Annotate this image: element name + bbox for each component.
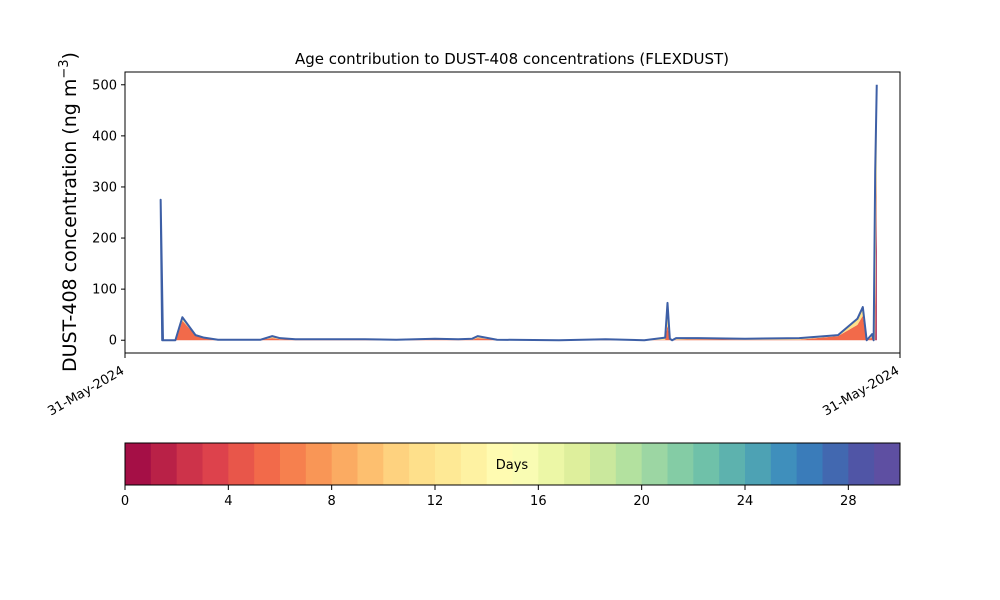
age-band-0-1	[160, 169, 877, 341]
colorbar-tick-label: 12	[427, 494, 444, 509]
y-axis-label-sup: −3	[57, 59, 72, 78]
plot-area	[124, 71, 901, 354]
colorbar-swatch	[745, 443, 772, 485]
y-axis-label: DUST-408 concentration (ng m−3)	[57, 52, 81, 372]
colorbar-swatch	[435, 443, 462, 485]
colorbar-tick-label: 28	[840, 494, 857, 509]
x-tick-label: 31-May-2024	[820, 363, 902, 419]
colorbar-tick-label: 16	[530, 494, 547, 509]
colorbar-swatch	[331, 443, 358, 485]
colorbar-swatch	[228, 443, 255, 485]
chart-title: Age contribution to DUST-408 concentrati…	[295, 50, 729, 68]
y-tick-label: 500	[92, 78, 117, 93]
colorbar-swatch	[822, 443, 849, 485]
colorbar-swatch	[486, 443, 513, 485]
colorbar-label: Days	[496, 458, 529, 473]
y-axis-label-close: )	[59, 52, 81, 59]
colorbar-swatch	[874, 443, 901, 485]
colorbar-swatch	[564, 443, 591, 485]
colorbar-swatch	[176, 443, 203, 485]
colorbar-swatch	[615, 443, 643, 485]
y-axis-label-main: DUST-408 concentration (ng m	[59, 79, 81, 372]
colorbar-swatch	[796, 443, 823, 485]
colorbar-tick-label: 20	[633, 494, 650, 509]
y-tick-label: 200	[92, 232, 117, 247]
y-tick-label: 0	[109, 334, 117, 349]
colorbar-swatch	[254, 443, 281, 485]
y-tick-label: 400	[92, 129, 117, 144]
colorbar-tick-label: 4	[224, 494, 232, 509]
colorbar: 0 4 8 12 16 20 24 28	[121, 442, 901, 509]
colorbar-swatch	[357, 443, 384, 485]
colorbar-swatch	[667, 443, 694, 485]
colorbar-tick-label: 8	[328, 494, 336, 509]
colorbar-swatch	[538, 443, 565, 485]
age-band-1-8	[160, 169, 877, 341]
colorbar-swatch	[512, 443, 539, 485]
colorbar-swatch	[305, 443, 333, 485]
x-axis: 31-May-2024 31-May-2024	[45, 353, 902, 419]
colorbar-swatch	[383, 443, 410, 485]
colorbar-swatch	[280, 443, 307, 485]
age-band-8-30	[160, 84, 877, 341]
colorbar-swatch	[150, 443, 178, 485]
colorbar-swatch	[770, 443, 798, 485]
plot-frame	[124, 71, 901, 354]
x-tick-label: 31-May-2024	[45, 363, 127, 419]
total-concentration-line	[159, 84, 878, 342]
y-tick-label: 300	[92, 180, 117, 195]
colorbar-swatch	[125, 443, 152, 485]
colorbar-swatch	[693, 443, 720, 485]
colorbar-frame	[124, 442, 901, 486]
colorbar-swatch	[202, 443, 229, 485]
y-tick-label: 100	[92, 283, 117, 298]
colorbar-swatch	[409, 443, 436, 485]
colorbar-swatch	[590, 443, 617, 485]
colorbar-tick-label: 24	[737, 494, 754, 509]
colorbar-swatch	[719, 443, 746, 485]
y-axis: 0 100 200 300 400 500	[92, 78, 125, 349]
colorbar-swatch	[460, 443, 488, 485]
colorbar-swatch	[848, 443, 875, 485]
colorbar-swatch	[641, 443, 668, 485]
total-line-group	[159, 84, 878, 342]
age-bands	[160, 84, 877, 341]
colorbar-tick-label: 0	[121, 494, 129, 509]
